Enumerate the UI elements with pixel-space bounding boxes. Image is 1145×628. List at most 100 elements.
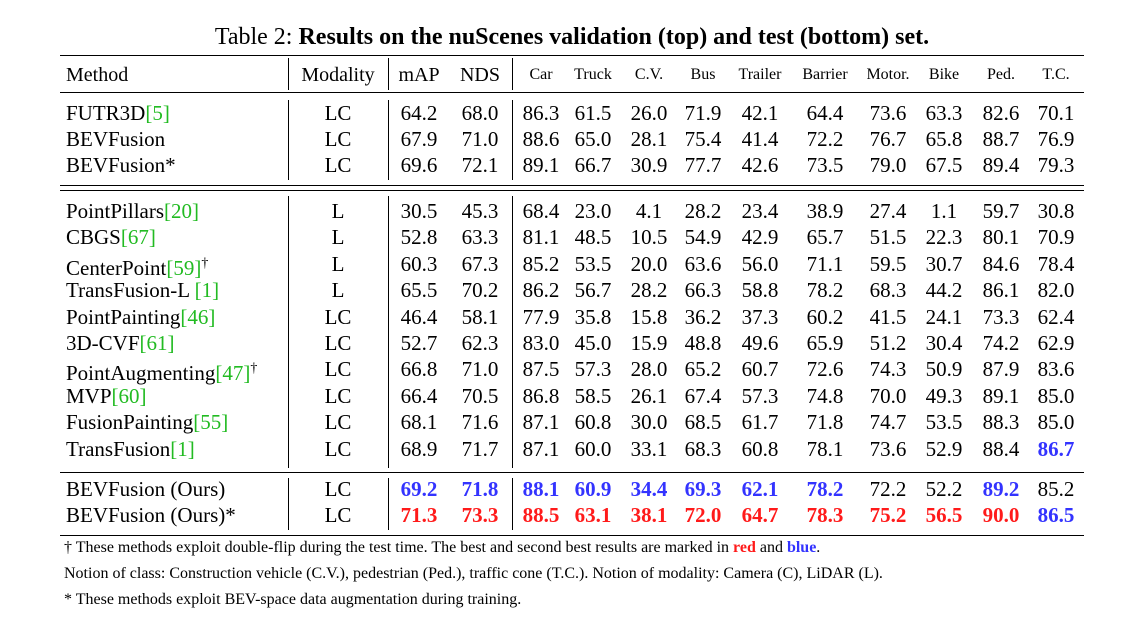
citation-bracket: [ [166, 255, 174, 280]
method-name: FusionPainting[55] [66, 409, 286, 435]
modality-cell: LC [324, 153, 352, 177]
value-cell: 49.3 [925, 383, 963, 408]
footnote-2: Notion of class: Construction vehicle (C… [64, 565, 883, 582]
citation-bracket: ] [139, 383, 147, 408]
value-cell: 56.5 [925, 503, 963, 527]
value-cell: 89.4 [982, 153, 1020, 177]
test-row: TransFusion[1] LC 68.9 71.7 87.1 60.0 33.1 68.3… [60, 436, 1084, 462]
value-cell: 48.5 [574, 225, 612, 250]
footnote-1-text: † These methods exploit double-flip duri… [64, 539, 734, 556]
value-cell: 60.0 [574, 436, 612, 461]
bottom-rule [60, 535, 1084, 536]
footnote-red-word: red [733, 539, 756, 556]
modality-cell: L [331, 225, 345, 250]
column-separator [388, 478, 389, 530]
citation-bracket: ] [167, 331, 175, 355]
citation-number: 5 [152, 101, 163, 125]
header-trailer: Trailer [738, 66, 782, 83]
value-cell: 53.5 [574, 251, 612, 276]
value-cell: 63.6 [684, 251, 722, 276]
header-ped: Ped. [987, 66, 1015, 83]
value-cell: 34.4 [630, 477, 668, 501]
value-cell: 63.1 [574, 503, 612, 527]
column-separator [288, 100, 289, 180]
value-cell: 88.5 [522, 503, 560, 527]
value-cell: 71.8 [461, 477, 499, 501]
value-cell: 56.0 [741, 251, 779, 276]
modality-cell: LC [324, 127, 352, 151]
method-name: BEVFusion (Ours)* [66, 502, 286, 528]
value-cell: 1.1 [930, 199, 958, 223]
dagger-mark: † [250, 361, 258, 377]
modality-cell: L [331, 251, 345, 276]
value-cell: 74.2 [982, 331, 1020, 355]
value-cell: 28.1 [630, 127, 668, 151]
citation-bracket: ] [212, 278, 220, 303]
citation-number: 1 [201, 278, 213, 303]
method-label: MVP [66, 383, 112, 408]
value-cell: 77.9 [522, 304, 560, 329]
value-cell: 87.1 [522, 436, 560, 461]
value-cell: 77.7 [684, 153, 722, 177]
value-cell: 68.5 [684, 410, 722, 435]
citation-number: 47 [222, 361, 244, 386]
modality-cell: LC [324, 503, 352, 527]
test-row: PointPillars[20] L 30.5 45.3 68.4 23.0 4.1 28.2… [60, 198, 1084, 224]
value-cell: 64.2 [400, 101, 438, 125]
value-cell: 86.7 [1037, 436, 1075, 461]
value-cell: 70.5 [461, 383, 499, 408]
value-cell: 62.9 [1037, 331, 1075, 355]
ours-rule [60, 472, 1084, 473]
method-name: FUTR3D[5] [66, 100, 286, 126]
citation-number: 20 [171, 199, 193, 223]
value-cell: 63.3 [461, 225, 499, 250]
method-label: PointPillars [66, 199, 165, 223]
value-cell: 23.4 [741, 199, 779, 223]
value-cell: 45.3 [461, 199, 499, 223]
value-cell: 15.9 [630, 331, 668, 355]
method-label: CenterPoint [66, 255, 167, 280]
value-cell: 76.7 [869, 127, 907, 151]
value-cell: 71.0 [461, 357, 499, 382]
value-cell: 68.3 [869, 278, 907, 303]
citation-number: 59 [173, 255, 195, 280]
citation-bracket: ] [243, 361, 251, 386]
value-cell: 64.4 [806, 101, 844, 125]
value-cell: 79.0 [869, 153, 907, 177]
value-cell: 68.0 [461, 101, 499, 125]
value-cell: 38.9 [806, 199, 844, 223]
value-cell: 65.9 [806, 331, 844, 355]
citation-bracket: ] [221, 410, 229, 435]
caption-label: Table 2: [214, 24, 293, 50]
value-cell: 61.7 [741, 410, 779, 435]
value-cell: 68.1 [400, 410, 438, 435]
value-cell: 54.9 [684, 225, 722, 250]
value-cell: 87.9 [982, 357, 1020, 382]
method-name: BEVFusion (Ours) [66, 476, 286, 502]
value-cell: 65.0 [574, 127, 612, 151]
value-cell: 71.3 [400, 503, 438, 527]
header-rule [60, 92, 1084, 93]
value-cell: 38.1 [630, 503, 668, 527]
column-separator [288, 58, 289, 90]
value-cell: 73.5 [806, 153, 844, 177]
value-cell: 68.3 [684, 436, 722, 461]
value-cell: 73.6 [869, 101, 907, 125]
value-cell: 60.7 [741, 357, 779, 382]
value-cell: 30.7 [925, 251, 963, 276]
method-name: BEVFusion* [66, 152, 286, 178]
citation-bracket: [ [180, 304, 188, 329]
value-cell: 60.2 [806, 304, 844, 329]
value-cell: 30.8 [1037, 199, 1075, 223]
validation-row: BEVFusion LC 67.9 71.0 88.6 65.0 28.1 75.4 41.4 7… [60, 126, 1084, 152]
value-cell: 71.1 [806, 251, 844, 276]
value-cell: 67.4 [684, 383, 722, 408]
method-name: TransFusion[1] [66, 436, 286, 462]
value-cell: 30.4 [925, 331, 963, 355]
citation-bracket: ] [187, 436, 195, 461]
value-cell: 72.6 [806, 357, 844, 382]
value-cell: 69.2 [400, 477, 438, 501]
method-name: MVP[60] [66, 383, 286, 409]
modality-cell: LC [324, 477, 352, 501]
method-label: BEVFusion* [66, 153, 176, 177]
